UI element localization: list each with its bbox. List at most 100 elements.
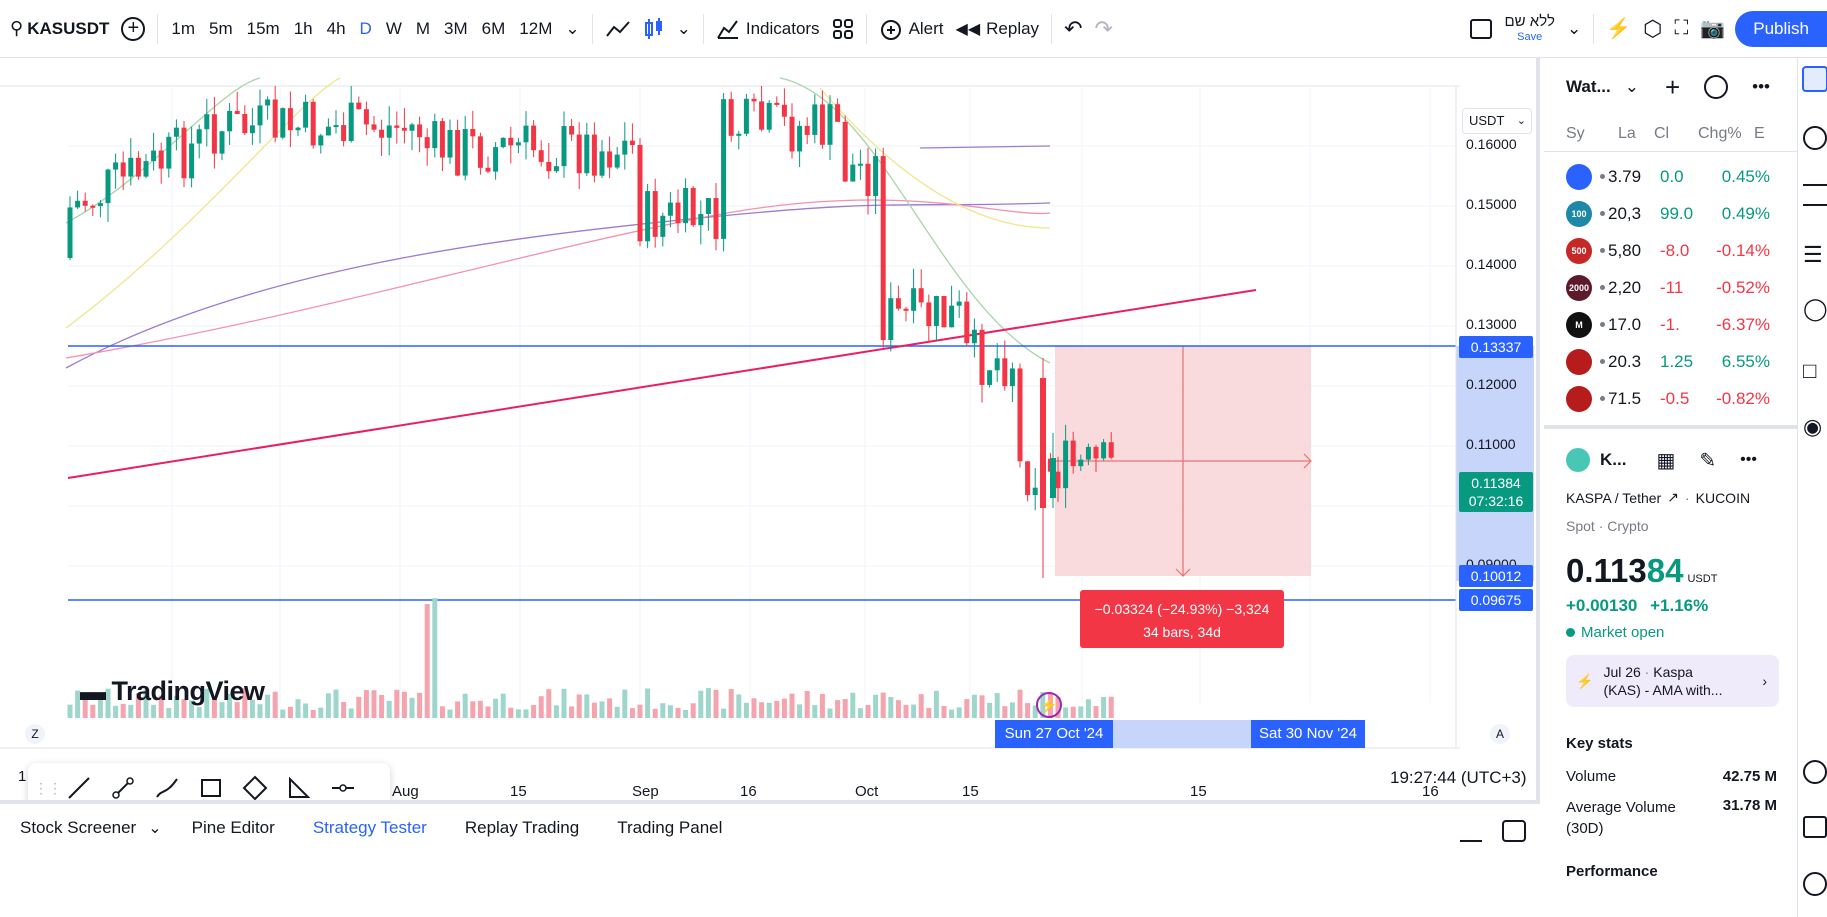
watchlist-column-header[interactable]: La xyxy=(1618,124,1636,142)
screenshot-button[interactable]: 📷 xyxy=(1694,9,1731,49)
add-symbol-button[interactable]: + xyxy=(115,9,151,49)
timeframe-W[interactable]: W xyxy=(385,18,402,38)
watchlist-row[interactable]: 100 20,3 99.0 0.49% xyxy=(1544,195,1797,232)
watchlist-icon[interactable] xyxy=(1802,66,1827,92)
timeframe-5m[interactable]: 5m xyxy=(208,18,233,38)
data-window-icon[interactable] xyxy=(1803,184,1827,206)
bottom-tab-trading-panel[interactable]: Trading Panel xyxy=(617,818,723,837)
trend-line-tool[interactable] xyxy=(64,773,94,800)
watchlist-row[interactable]: 71.5 -0.5 -0.82% xyxy=(1544,380,1797,417)
rotated-rectangle-tool[interactable] xyxy=(240,773,270,800)
watchlist-rows: 3.79 0.0 0.45% 100 20,3 99.0 0.49% 500 5,80 -8.0 -… xyxy=(1544,152,1797,417)
candle-body xyxy=(895,298,901,309)
horizontal-line-tool[interactable] xyxy=(328,773,358,800)
help-icon[interactable] xyxy=(1803,872,1827,896)
watchlist-row[interactable]: 500 5,80 -8.0 -0.14% xyxy=(1544,232,1797,269)
layout-dropdown[interactable]: ⌄ xyxy=(1561,9,1587,49)
chart-type-line-button[interactable] xyxy=(599,9,637,49)
performance-title[interactable]: Performance xyxy=(1566,863,1658,880)
watchlist-row[interactable]: 3.79 0.0 0.45% xyxy=(1544,158,1797,195)
timeframe-D[interactable]: D xyxy=(359,18,372,38)
quick-search-button[interactable]: ⚡ xyxy=(1600,9,1637,49)
chevron-down-icon[interactable]: ⌄ xyxy=(1624,77,1639,96)
watchlist-column-header[interactable]: E xyxy=(1754,124,1765,142)
timeframe-15m[interactable]: 15m xyxy=(246,18,280,38)
fullscreen-button[interactable]: ⛶ xyxy=(1668,9,1694,49)
replay-button[interactable]: ◀◀ Replay xyxy=(950,9,1046,49)
more-icon[interactable]: ••• xyxy=(1740,451,1757,468)
watchlist-column-header[interactable]: Cl xyxy=(1654,124,1670,142)
watchlist-column-header[interactable]: Sy xyxy=(1566,124,1585,142)
key-stats-title[interactable]: Key stats xyxy=(1566,735,1633,752)
alert-button[interactable]: Alert xyxy=(873,9,950,49)
chart-type-dropdown[interactable]: ⌄ xyxy=(671,9,697,49)
layout-name-button[interactable]: ללא שם Save xyxy=(1498,9,1560,49)
chevron-down-icon[interactable]: ⌄ xyxy=(148,820,162,837)
calendar-icon[interactable] xyxy=(1803,816,1827,838)
details-symbol[interactable]: K... xyxy=(1600,450,1627,469)
add-symbol-icon[interactable]: + xyxy=(1664,71,1681,102)
volume-bar xyxy=(90,704,96,718)
price-chart[interactable] xyxy=(0,58,1536,800)
edit-icon[interactable]: ✎ xyxy=(1699,449,1717,472)
alerts-icon[interactable] xyxy=(1803,126,1827,150)
timeframe-3M[interactable]: 3M xyxy=(444,18,468,38)
redo-button[interactable]: ↷ xyxy=(1089,9,1119,49)
watchlist-row[interactable]: M 17.0 -1. -6.37% xyxy=(1544,306,1797,343)
watchlist-row[interactable]: 2000 2,20 -11 -0.52% xyxy=(1544,269,1797,306)
chart-type-candle-button[interactable] xyxy=(637,9,671,49)
exchange-name[interactable]: KUCOIN xyxy=(1695,489,1751,506)
settings-button[interactable]: ⬡ xyxy=(1637,9,1668,49)
candle-body xyxy=(462,129,468,176)
pie-chart-icon[interactable] xyxy=(1704,75,1729,99)
auto-scale-z-button[interactable]: Z xyxy=(25,724,45,744)
currency-select[interactable]: USDT ⌄ xyxy=(1462,108,1532,134)
timeframe-1h[interactable]: 1h xyxy=(293,18,313,38)
layouts-button[interactable] xyxy=(826,9,860,49)
undo-button[interactable]: ↶ xyxy=(1058,9,1088,49)
minimize-panel-button[interactable] xyxy=(1460,822,1482,842)
publish-button[interactable]: Publish xyxy=(1735,10,1827,47)
volume-bar xyxy=(401,691,407,718)
grid-icon[interactable]: ▦ xyxy=(1656,449,1676,472)
bottom-tab-strategy-tester[interactable]: Strategy Tester xyxy=(312,818,427,837)
notifications-icon[interactable]: ◉ xyxy=(1803,414,1823,439)
external-link-icon[interactable]: ↗ xyxy=(1667,489,1679,505)
watchlist-column-header[interactable]: Chg% xyxy=(1698,124,1742,142)
timeframe-4h[interactable]: 4h xyxy=(326,18,346,38)
pair-name[interactable]: KASPA / Tether xyxy=(1566,489,1662,506)
watchlist-title[interactable]: Wat... xyxy=(1566,77,1611,96)
price-axis-label: 0.12000 xyxy=(1466,376,1517,392)
chat-icon[interactable]: □ xyxy=(1803,358,1817,383)
auto-scale-a-button[interactable]: A xyxy=(1490,724,1510,744)
volume-stat: Volume 42.75 M xyxy=(1544,768,1797,785)
ray-tool[interactable] xyxy=(108,773,138,800)
timeframe-12M[interactable]: 12M xyxy=(519,18,553,38)
timeframe-dropdown[interactable]: ⌄ xyxy=(559,9,585,49)
event-card[interactable]: ⚡ Jul 26 · Kaspa (KAS) - AMA with... › xyxy=(1566,655,1779,707)
candle-body xyxy=(417,124,423,138)
bottom-tab-replay-trading[interactable]: Replay Trading xyxy=(464,818,580,837)
rectangle-tool[interactable] xyxy=(196,773,226,800)
lightning-event-icon[interactable]: ⚡ xyxy=(1036,692,1062,718)
volume-bar xyxy=(660,703,666,718)
bottom-tab-stock-screener[interactable]: Stock Screener xyxy=(20,818,137,837)
indicators-button[interactable]: Indicators xyxy=(710,9,826,49)
ideas-icon[interactable]: ◯ xyxy=(1803,296,1827,321)
timeframe-6M[interactable]: 6M xyxy=(481,18,506,38)
triangle-tool[interactable] xyxy=(284,773,314,800)
bottom-tab-pine-editor[interactable]: Pine Editor xyxy=(191,818,275,837)
timeframe-1m[interactable]: 1m xyxy=(171,18,195,38)
watchlist-row[interactable]: 20.3 1.25 6.55% xyxy=(1544,343,1797,380)
fullscreen-layout-button[interactable] xyxy=(1464,9,1498,49)
speedometer-icon[interactable] xyxy=(1803,760,1827,784)
clock-readout[interactable]: 19:27:44 (UTC+3) xyxy=(1390,768,1527,787)
timeframe-M[interactable]: M xyxy=(415,18,431,38)
maximize-panel-button[interactable] xyxy=(1502,820,1526,842)
chart-area[interactable]: USDT ⌄ 0.16000 0.15000 0.14000 0.13000 0.1200… xyxy=(0,58,1540,800)
layers-icon[interactable]: ☰ xyxy=(1803,242,1823,267)
brush-tool[interactable] xyxy=(152,773,182,800)
drag-handle-icon[interactable]: ⋮⋮ xyxy=(34,779,62,796)
more-icon[interactable]: ••• xyxy=(1752,77,1770,96)
symbol-search[interactable]: ⚲ KASUSDT xyxy=(0,9,115,49)
